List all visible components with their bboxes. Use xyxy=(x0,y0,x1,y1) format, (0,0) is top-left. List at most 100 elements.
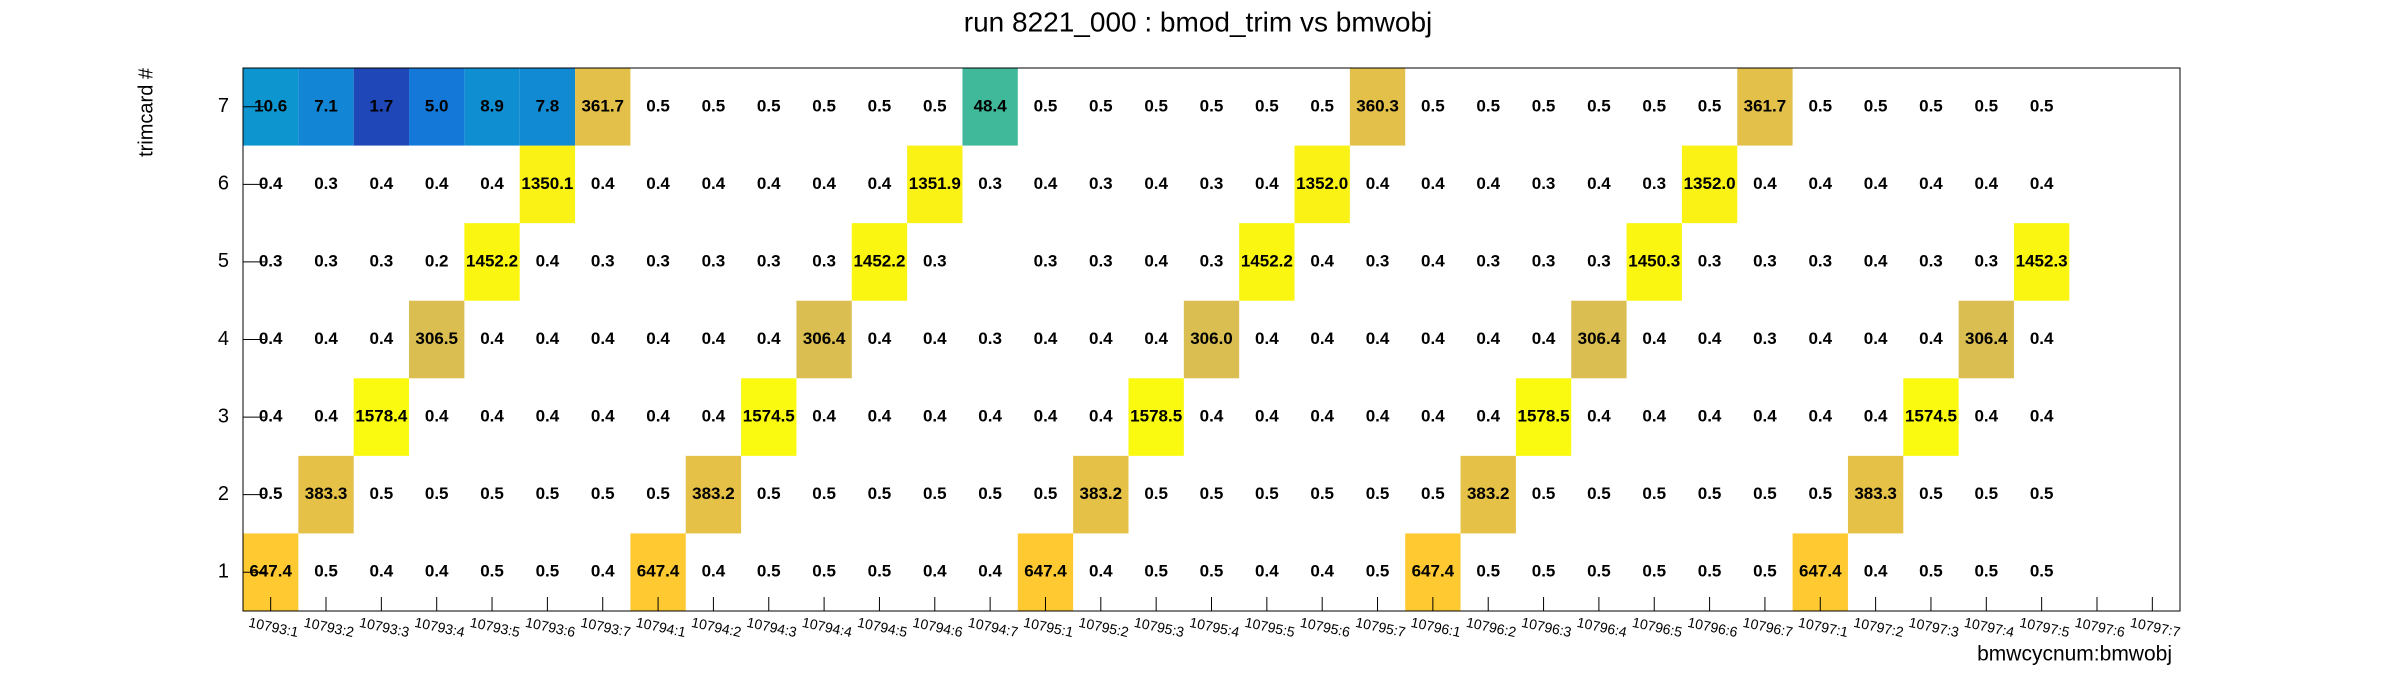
cell-label: 0.4 xyxy=(1255,329,1279,348)
cell-label: 0.4 xyxy=(425,407,449,426)
cell-label: 7.8 xyxy=(536,96,560,115)
heatmap-cell xyxy=(1128,378,1184,456)
cell-label: 0.5 xyxy=(1642,562,1666,581)
y-tick-label: 1 xyxy=(218,560,229,582)
cell-label: 0.4 xyxy=(868,329,892,348)
cell-label: 0.4 xyxy=(1587,407,1611,426)
cell-label: 0.3 xyxy=(1089,251,1113,270)
cell-label: 0.4 xyxy=(536,251,560,270)
heatmap-cell xyxy=(1460,455,1516,534)
cell-label: 0.5 xyxy=(757,96,781,115)
cell-label: 0.5 xyxy=(370,484,394,503)
cell-label: 0.4 xyxy=(591,562,615,581)
cell-label: 0.4 xyxy=(1310,251,1334,270)
cell-label: 0.4 xyxy=(1366,407,1390,426)
cell-label: 383.3 xyxy=(1854,484,1897,503)
cell-label: 0.5 xyxy=(1089,96,1113,115)
cell-label: 0.4 xyxy=(1808,329,1832,348)
heatmap-cell xyxy=(741,378,797,456)
cell-label: 0.4 xyxy=(591,329,615,348)
cell-label: 0.4 xyxy=(1144,174,1168,193)
cell-label: 0.5 xyxy=(1753,562,1777,581)
heatmap-cell xyxy=(1073,455,1129,534)
cell-label: 0.4 xyxy=(1255,174,1279,193)
heatmap-cell xyxy=(2013,223,2070,301)
cell-label: 383.2 xyxy=(692,484,735,503)
cell-label: 0.5 xyxy=(480,484,504,503)
cell-label: 383.3 xyxy=(305,484,348,503)
cell-label: 0.4 xyxy=(591,407,615,426)
cell-label: 0.4 xyxy=(1310,562,1334,581)
cell-label: 0.5 xyxy=(1698,562,1722,581)
cell-label: 0.4 xyxy=(1421,407,1445,426)
cell-label: 0.5 xyxy=(646,96,670,115)
cell-label: 0.4 xyxy=(923,329,947,348)
cell-label: 0.3 xyxy=(978,329,1002,348)
heatmap-cell xyxy=(1349,68,1406,146)
y-axis-label: trimcard # xyxy=(135,67,157,157)
cell-label: 0.5 xyxy=(1642,484,1666,503)
cell-label: 0.3 xyxy=(1532,251,1556,270)
cell-label: 0.4 xyxy=(1698,329,1722,348)
heatmap-cell xyxy=(353,378,410,456)
heatmap-cell xyxy=(1958,300,2014,379)
cell-label: 0.3 xyxy=(259,251,283,270)
cell-label: 1.7 xyxy=(370,96,394,115)
cell-label: 0.4 xyxy=(480,407,504,426)
cell-label: 0.4 xyxy=(1919,329,1943,348)
cell-label: 5.0 xyxy=(425,96,449,115)
cell-label: 0.5 xyxy=(923,96,947,115)
cell-label: 0.4 xyxy=(868,407,892,426)
heatmap-cell xyxy=(1626,223,1682,301)
cell-label: 0.3 xyxy=(1200,174,1224,193)
cell-label: 0.4 xyxy=(646,329,670,348)
cell-label: 647.4 xyxy=(1024,562,1067,581)
chart-title: run 8221_000 : bmod_trim vs bmwobj xyxy=(964,6,1432,37)
cell-label: 0.4 xyxy=(370,329,394,348)
heatmap-cell xyxy=(1681,145,1738,224)
cell-label: 0.5 xyxy=(1310,96,1334,115)
heatmap-cell xyxy=(1294,145,1350,224)
cell-label: 0.5 xyxy=(1532,96,1556,115)
cell-label: 0.3 xyxy=(1476,251,1500,270)
cell-label: 0.4 xyxy=(1034,174,1058,193)
cell-label: 0.4 xyxy=(1144,329,1168,348)
cell-label: 0.5 xyxy=(1753,484,1777,503)
cell-label: 0.5 xyxy=(646,484,670,503)
cell-label: 0.5 xyxy=(1974,96,1998,115)
heatmap-cell xyxy=(907,145,963,224)
cell-label: 0.5 xyxy=(314,562,338,581)
cell-label: 647.4 xyxy=(1799,562,1842,581)
heatmap-cell xyxy=(519,68,576,146)
heatmap-cell xyxy=(1847,455,1904,534)
cell-label: 0.3 xyxy=(1200,251,1224,270)
cell-label: 0.4 xyxy=(425,562,449,581)
cell-label: 0.4 xyxy=(1366,174,1390,193)
cell-label: 0.5 xyxy=(1919,484,1943,503)
heatmap-cell xyxy=(409,68,465,146)
cell-label: 0.5 xyxy=(1532,484,1556,503)
cell-label: 0.4 xyxy=(978,562,1002,581)
cell-label: 0.4 xyxy=(1310,329,1334,348)
cell-label: 8.9 xyxy=(480,96,504,115)
heatmap-cell xyxy=(409,300,465,379)
heatmap-cell xyxy=(1515,378,1572,456)
heatmap-cell xyxy=(796,300,852,379)
cell-label: 0.5 xyxy=(1200,484,1224,503)
cell-label: 0.4 xyxy=(757,329,781,348)
cell-label: 0.4 xyxy=(1532,329,1556,348)
cell-label: 0.5 xyxy=(1421,96,1445,115)
cell-label: 1352.0 xyxy=(1296,174,1348,193)
cell-label: 0.5 xyxy=(1366,562,1390,581)
cell-label: 0.4 xyxy=(370,562,394,581)
cell-label: 0.4 xyxy=(259,329,283,348)
cell-label: 0.3 xyxy=(702,251,726,270)
cell-label: 0.4 xyxy=(370,174,394,193)
cell-label: 0.3 xyxy=(1587,251,1611,270)
cell-label: 0.4 xyxy=(1753,174,1777,193)
cell-label: 0.4 xyxy=(1864,174,1888,193)
cell-label: 0.3 xyxy=(978,174,1002,193)
cell-label: 1578.4 xyxy=(355,407,408,426)
cell-label: 0.5 xyxy=(868,562,892,581)
cell-label: 0.3 xyxy=(1974,251,1998,270)
